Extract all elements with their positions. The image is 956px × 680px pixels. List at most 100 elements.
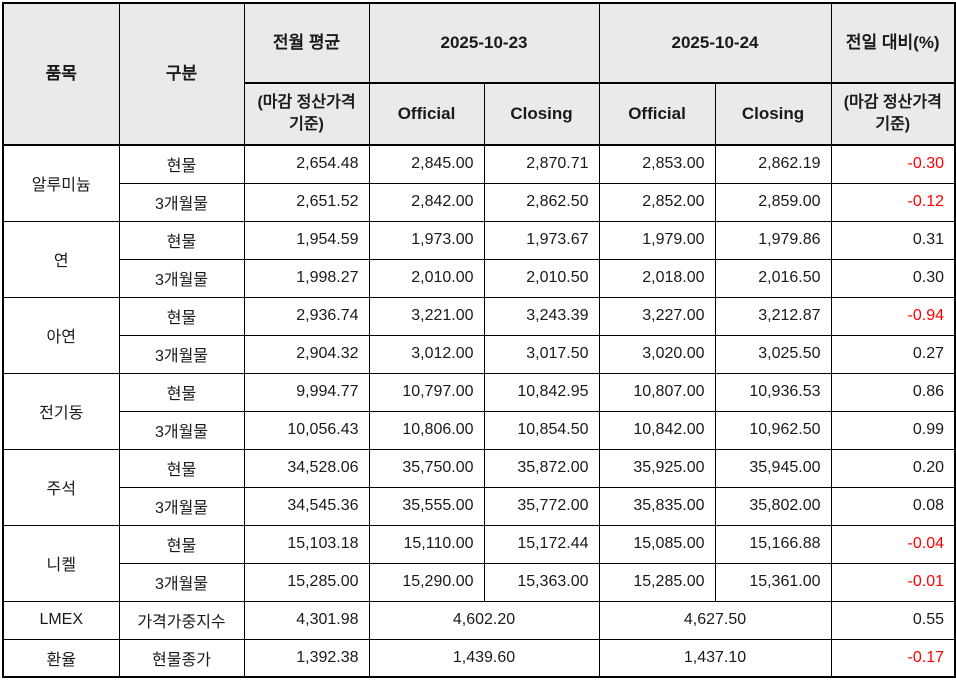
- prev-avg-value: 1,954.59: [243, 220, 370, 260]
- category-cell: 3개월물: [118, 562, 245, 602]
- category-cell: 3개월물: [118, 258, 245, 298]
- closing-value: 2,010.50: [483, 258, 600, 298]
- header-category: 구분: [118, 2, 245, 146]
- category-cell: 현물종가: [118, 638, 245, 678]
- table-row: 3개월물 34,545.36 35,555.00 35,772.00 35,83…: [3, 486, 956, 526]
- category-cell: 현물: [118, 524, 245, 564]
- change-value: 0.08: [830, 486, 956, 526]
- official-value: 1,973.00: [368, 220, 485, 260]
- official-value: 3,227.00: [598, 296, 716, 336]
- official-value: 2,018.00: [598, 258, 716, 298]
- official-value: 3,020.00: [598, 334, 716, 374]
- item-cell: LMEX: [2, 600, 120, 640]
- official-value: 10,797.00: [368, 372, 485, 412]
- table-row: 주석 현물 34,528.06 35,750.00 35,872.00 35,9…: [2, 448, 956, 526]
- category-cell: 현물: [118, 144, 245, 184]
- closing-value: 3,212.87: [714, 296, 832, 336]
- official-value: 35,925.00: [598, 448, 716, 488]
- closing-value: 35,802.00: [714, 486, 832, 526]
- item-cell: 연: [2, 220, 120, 298]
- prev-avg-value: 4,301.98: [243, 600, 370, 640]
- header-date2: 2025-10-24: [598, 2, 832, 84]
- official-value: 10,806.00: [368, 410, 485, 450]
- category-cell: 현물: [118, 448, 245, 488]
- closing-value: 35,772.00: [483, 486, 600, 526]
- table-row: 전기동 현물 9,994.77 10,797.00 10,842.95 10,8…: [2, 372, 956, 450]
- official-value: 35,750.00: [368, 448, 485, 488]
- header-prev-avg: 전월 평균: [243, 2, 370, 84]
- closing-value: 15,172.44: [483, 524, 600, 564]
- category-cell: 가격가중지수: [118, 600, 245, 640]
- change-value: 0.99: [830, 410, 956, 450]
- change-value: -0.12: [830, 182, 956, 222]
- closing-value: 10,936.53: [714, 372, 832, 412]
- closing-value: 10,854.50: [483, 410, 600, 450]
- closing-value: 3,243.39: [483, 296, 600, 336]
- closing-value: 15,166.88: [714, 524, 832, 564]
- prev-avg-value: 1,998.27: [243, 258, 370, 298]
- official-value: 2,853.00: [598, 144, 716, 184]
- date2-merged-value: 1,437.10: [598, 638, 832, 678]
- official-value: 3,012.00: [368, 334, 485, 374]
- prev-avg-value: 2,904.32: [243, 334, 370, 374]
- official-value: 35,555.00: [368, 486, 485, 526]
- table-row: 3개월물 10,056.43 10,806.00 10,854.50 10,84…: [3, 410, 956, 450]
- header-official-1: Official: [368, 82, 485, 146]
- closing-value: 3,025.50: [714, 334, 832, 374]
- prev-avg-value: 2,654.48: [243, 144, 370, 184]
- closing-value: 1,979.86: [714, 220, 832, 260]
- category-cell: 현물: [118, 296, 245, 336]
- official-value: 2,845.00: [368, 144, 485, 184]
- official-value: 15,110.00: [368, 524, 485, 564]
- category-cell: 3개월물: [118, 334, 245, 374]
- date1-merged-value: 1,439.60: [368, 638, 600, 678]
- prev-avg-value: 9,994.77: [243, 372, 370, 412]
- official-value: 2,842.00: [368, 182, 485, 222]
- closing-value: 15,361.00: [714, 562, 832, 602]
- table-row: 연 현물 1,954.59 1,973.00 1,973.67 1,979.00…: [2, 220, 956, 298]
- closing-value: 1,973.67: [483, 220, 600, 260]
- header-closing-2: Closing: [714, 82, 832, 146]
- closing-value: 10,962.50: [714, 410, 832, 450]
- category-cell: 3개월물: [118, 182, 245, 222]
- closing-value: 15,363.00: [483, 562, 600, 602]
- item-cell: 니켈: [2, 524, 120, 602]
- official-value: 15,085.00: [598, 524, 716, 564]
- prev-avg-value: 1,392.38: [243, 638, 370, 678]
- prev-avg-value: 2,936.74: [243, 296, 370, 336]
- change-value: -0.94: [830, 296, 956, 336]
- change-value: 0.20: [830, 448, 956, 488]
- prev-avg-value: 15,103.18: [243, 524, 370, 564]
- official-value: 10,842.00: [598, 410, 716, 450]
- table-row: 알루미늄 현물 2,654.48 2,845.00 2,870.71 2,853…: [2, 144, 956, 222]
- table-row: 아연 현물 2,936.74 3,221.00 3,243.39 3,227.0…: [2, 296, 956, 374]
- change-value: -0.01: [830, 562, 956, 602]
- date1-merged-value: 4,602.20: [368, 600, 600, 640]
- category-cell: 현물: [118, 372, 245, 412]
- closing-value: 2,859.00: [714, 182, 832, 222]
- closing-value: 3,017.50: [483, 334, 600, 374]
- closing-value: 10,842.95: [483, 372, 600, 412]
- header-item: 품목: [2, 2, 120, 146]
- header-prev-avg-sub: (마감 정산가격 기준): [243, 82, 370, 146]
- change-value: 0.27: [830, 334, 956, 374]
- official-value: 1,979.00: [598, 220, 716, 260]
- table-row: 환율 현물종가 1,392.38 1,439.60 1,437.10 -0.17: [2, 638, 956, 678]
- official-value: 15,285.00: [598, 562, 716, 602]
- official-value: 3,221.00: [368, 296, 485, 336]
- closing-value: 2,870.71: [483, 144, 600, 184]
- official-value: 35,835.00: [598, 486, 716, 526]
- change-value: 0.55: [830, 600, 956, 640]
- table-row: 니켈 현물 15,103.18 15,110.00 15,172.44 15,0…: [2, 524, 956, 602]
- prev-avg-value: 2,651.52: [243, 182, 370, 222]
- item-cell: 알루미늄: [2, 144, 120, 222]
- official-value: 15,290.00: [368, 562, 485, 602]
- table-row: 3개월물 2,904.32 3,012.00 3,017.50 3,020.00…: [3, 334, 956, 374]
- category-cell: 3개월물: [118, 486, 245, 526]
- change-value: 0.86: [830, 372, 956, 412]
- change-value: -0.04: [830, 524, 956, 564]
- official-value: 2,010.00: [368, 258, 485, 298]
- category-cell: 현물: [118, 220, 245, 260]
- table-row: 3개월물 1,998.27 2,010.00 2,010.50 2,018.00…: [3, 258, 956, 298]
